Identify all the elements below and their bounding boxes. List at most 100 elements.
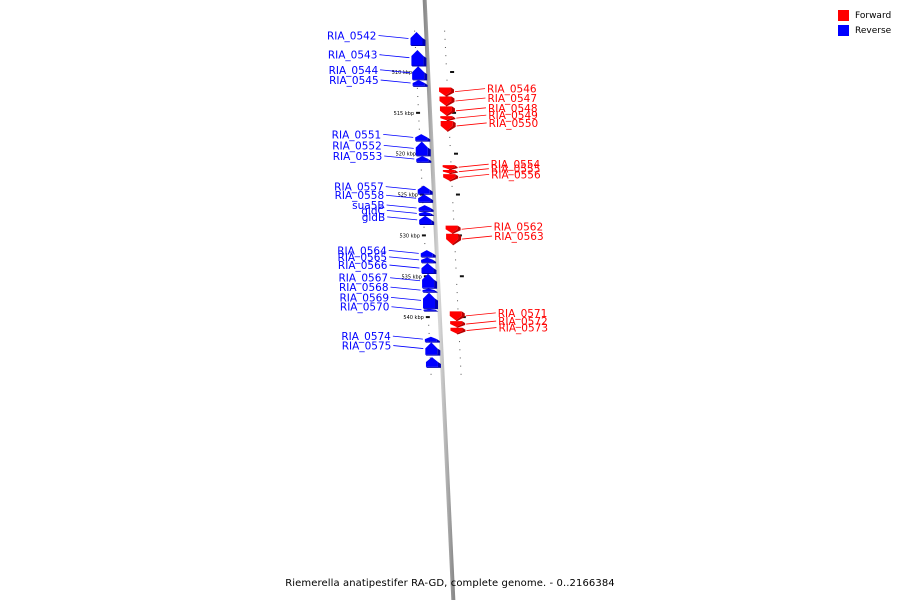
gene-label[interactable]: RIA_0553: [333, 151, 383, 163]
gene-label[interactable]: RIA_0566: [338, 260, 388, 272]
gene-RIA_0562[interactable]: RIA_0562: [445, 221, 544, 234]
gene-arrow[interactable]: [416, 156, 429, 162]
gene-RIA_0568[interactable]: RIA_0568: [339, 282, 438, 294]
gene-RIA_0552[interactable]: RIA_0552: [332, 140, 431, 157]
gene-RIA_0545[interactable]: RIA_0545: [329, 75, 428, 87]
gene-label[interactable]: RIA_0565: [338, 252, 388, 264]
gene-label[interactable]: RIA_0569: [339, 292, 389, 304]
gene-label[interactable]: RIA_0550: [489, 118, 539, 130]
gene-arrow[interactable]: [439, 106, 452, 116]
gene-RIA_0547[interactable]: RIA_0547: [439, 93, 537, 107]
gene-arrow[interactable]: [412, 66, 425, 80]
gene-RIA_0549[interactable]: RIA_0549: [440, 110, 538, 122]
gene-RIA_0567[interactable]: RIA_0567: [339, 273, 438, 289]
gene-label[interactable]: RIA_0570: [340, 302, 390, 314]
gene-arrow[interactable]: [440, 116, 453, 121]
gene-label[interactable]: RIA_0564: [337, 245, 387, 257]
gene-label[interactable]: RIA_0554: [491, 159, 541, 171]
gene-label[interactable]: sua5B: [352, 200, 384, 212]
gene-arrow[interactable]: [418, 211, 431, 215]
gene-label[interactable]: RIA_0557: [334, 182, 384, 194]
gene-arrow[interactable]: [439, 87, 452, 96]
gene-RIA_0572[interactable]: RIA_0572: [450, 316, 548, 328]
gene-label[interactable]: RIA_0558: [335, 190, 385, 202]
gene-label[interactable]: RIA_0574: [341, 331, 391, 343]
gene-RIA_0550[interactable]: RIA_0550: [440, 118, 539, 132]
gene-RIA_0569[interactable]: RIA_0569: [339, 292, 439, 310]
gene-arrow[interactable]: [421, 257, 434, 263]
gene-RIA_0553[interactable]: RIA_0553: [333, 151, 432, 163]
gene-arrow[interactable]: [443, 174, 456, 181]
gene-RIA_0557[interactable]: RIA_0557: [334, 182, 433, 195]
gene-arrow[interactable]: [446, 233, 459, 245]
gene-arrow[interactable]: [450, 321, 463, 327]
gene-label[interactable]: RIA_0568: [339, 282, 389, 294]
gene-arrow[interactable]: [421, 263, 434, 273]
gene-RIA_0544[interactable]: RIA_0544: [329, 65, 428, 81]
gene-label[interactable]: RIA_0572: [498, 316, 548, 328]
gene-arrow[interactable]: [415, 134, 428, 141]
gene-RIA_0573[interactable]: RIA_0573: [450, 323, 548, 335]
gene-RIA_0570[interactable]: RIA_0570: [340, 302, 439, 314]
gene-RIA_0566[interactable]: RIA_0566: [338, 260, 437, 274]
gene-gldC[interactable]: gldC: [361, 205, 434, 217]
gene-arrow[interactable]: [439, 96, 452, 106]
gene-label[interactable]: RIA_0545: [329, 75, 379, 87]
gene-arrow[interactable]: [419, 215, 432, 224]
gene-RIA_0543[interactable]: RIA_0543: [328, 50, 427, 67]
gene-RIA_0571[interactable]: RIA_0571: [449, 308, 548, 322]
gene-label[interactable]: RIA_0546: [487, 84, 537, 96]
gene-arrow[interactable]: [411, 49, 424, 66]
gene-label[interactable]: RIA_0575: [342, 341, 392, 353]
gene-RIA_0551[interactable]: RIA_0551: [332, 129, 431, 142]
gene-arrow[interactable]: [424, 336, 437, 342]
gene-label[interactable]: RIA_0544: [329, 65, 379, 77]
gene-label[interactable]: RIA_0556: [491, 169, 541, 181]
gene-label[interactable]: RIA_0549: [488, 110, 538, 122]
gene-arrow[interactable]: [422, 273, 435, 288]
gene-unnamed[interactable]: [425, 357, 441, 368]
gene-label[interactable]: gldB: [362, 212, 385, 224]
gene-arrow[interactable]: [423, 292, 436, 309]
gene-label[interactable]: gldC: [361, 205, 385, 217]
gene-label[interactable]: RIA_0563: [494, 231, 544, 243]
gene-label[interactable]: RIA_0552: [332, 140, 382, 152]
gene-label[interactable]: RIA_0548: [488, 103, 538, 115]
gene-RIA_0546[interactable]: RIA_0546: [439, 84, 537, 97]
gene-arrow[interactable]: [440, 121, 453, 131]
gene-label[interactable]: RIA_0567: [339, 273, 389, 285]
gene-label[interactable]: RIA_0571: [498, 308, 548, 320]
gene-label[interactable]: RIA_0551: [332, 129, 382, 141]
gene-arrow[interactable]: [417, 185, 430, 194]
gene-label[interactable]: RIA_0542: [327, 31, 377, 43]
gene-gldB[interactable]: gldB: [362, 212, 435, 225]
gene-RIA_0542[interactable]: RIA_0542: [327, 31, 426, 47]
gene-RIA_0558[interactable]: RIA_0558: [335, 190, 434, 203]
gene-RIA_0564[interactable]: RIA_0564: [337, 245, 436, 258]
gene-RIA_0548[interactable]: RIA_0548: [439, 103, 538, 117]
gene-RIA_0563[interactable]: RIA_0563: [446, 231, 544, 246]
gene-label[interactable]: RIA_0555: [491, 164, 541, 176]
gene-RIA_0565[interactable]: RIA_0565: [338, 252, 437, 264]
gene-arrow[interactable]: [418, 194, 431, 202]
gene-arrow[interactable]: [420, 250, 433, 257]
gene-RIA_0575[interactable]: RIA_0575: [342, 341, 441, 356]
gene-label[interactable]: RIA_0547: [487, 93, 537, 105]
gene-arrow[interactable]: [442, 170, 455, 174]
gene-arrow[interactable]: [425, 342, 438, 355]
gene-arrow[interactable]: [450, 327, 463, 334]
gene-RIA_0554[interactable]: RIA_0554: [442, 159, 541, 171]
gene-RIA_0574[interactable]: RIA_0574: [341, 331, 440, 343]
gene-arrow[interactable]: [418, 205, 431, 211]
gene-label[interactable]: RIA_0573: [498, 323, 548, 335]
gene-arrow[interactable]: [422, 288, 435, 292]
gene-RIA_0555[interactable]: RIA_0555: [442, 164, 541, 176]
gene-arrow[interactable]: [410, 31, 423, 46]
gene-RIA_0556[interactable]: RIA_0556: [443, 169, 541, 182]
gene-arrow[interactable]: [415, 141, 428, 156]
gene-arrow[interactable]: [449, 311, 462, 321]
gene-label[interactable]: RIA_0562: [494, 221, 544, 233]
gene-arrow[interactable]: [445, 225, 458, 233]
gene-sua5B[interactable]: sua5B: [352, 200, 434, 212]
gene-arrow[interactable]: [423, 308, 436, 311]
